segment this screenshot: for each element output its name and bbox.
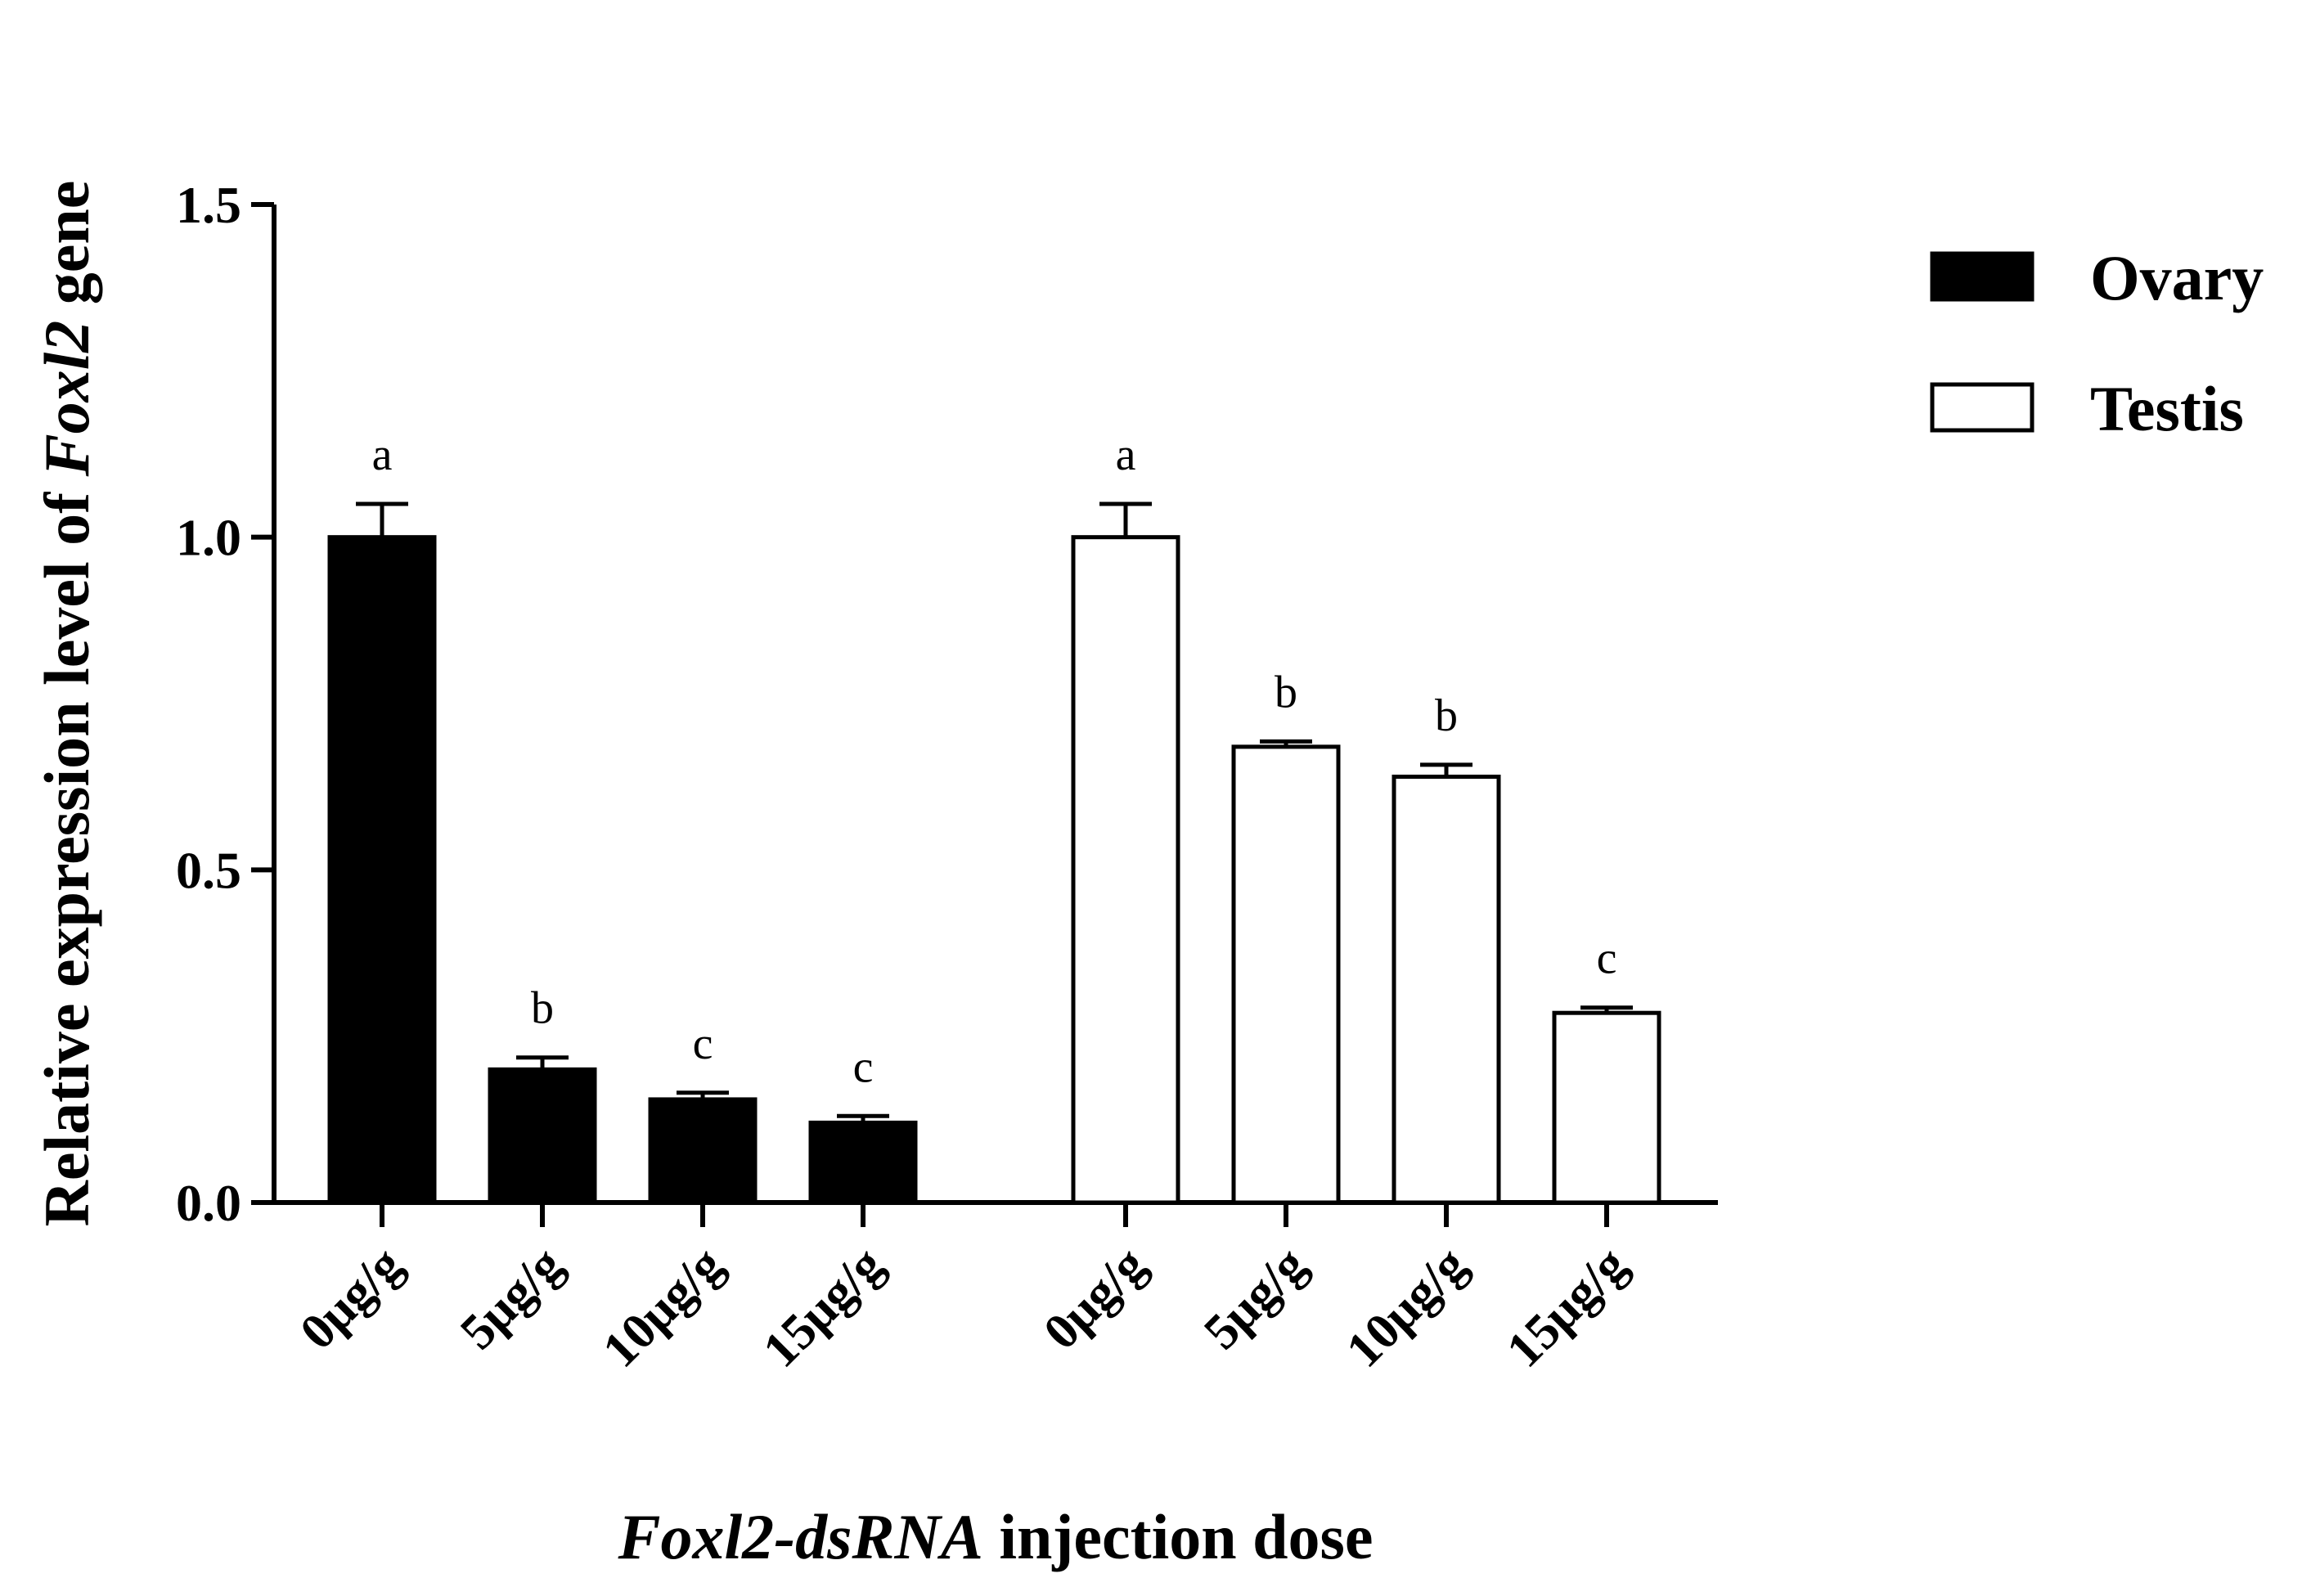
x-tick-label: 5μg/g xyxy=(1194,1237,1317,1360)
significance-label: b xyxy=(531,983,554,1034)
significance-label: b xyxy=(1435,690,1458,741)
legend: Ovary Testis xyxy=(1930,242,2264,444)
significance-label: c xyxy=(853,1041,874,1092)
significance-label: a xyxy=(372,429,393,480)
y-ticks: 0.0 0.5 1.0 1.5 xyxy=(176,176,274,1232)
bar-testis xyxy=(1071,535,1180,1205)
significance-label: a xyxy=(1116,429,1136,480)
y-tick-label: 0.0 xyxy=(176,1174,241,1232)
y-tick-label: 0.5 xyxy=(176,841,241,899)
significance-label: c xyxy=(693,1018,713,1069)
bar-ovary xyxy=(648,1097,758,1205)
x-axis-title: Foxl2-dsRNA injection dose xyxy=(617,1501,1373,1572)
bar-testis xyxy=(1392,774,1501,1205)
y-tick-label: 1.0 xyxy=(176,509,241,567)
bar-ovary xyxy=(327,535,437,1205)
significance-label: b xyxy=(1275,667,1297,717)
x-tick-label: 0μg/g xyxy=(290,1237,413,1360)
x-tick-label: 0μg/g xyxy=(1033,1237,1157,1360)
legend-label-testis: Testis xyxy=(2090,373,2244,444)
x-tick-label: 15μg/g xyxy=(1496,1237,1638,1378)
x-tick-label: 5μg/g xyxy=(450,1237,573,1360)
x-ticks: 0μg/g 5μg/g 10μg/g 15μg/g 0μg/g 5μg/g 10μg/g 15… xyxy=(290,1203,1638,1378)
y-axis-title-suffix: gene xyxy=(31,181,102,321)
bar-testis xyxy=(1552,1010,1661,1205)
bar-ovary xyxy=(488,1067,597,1205)
significance-label: c xyxy=(1597,933,1617,984)
bars: a b c c a b b c xyxy=(327,429,1661,1205)
x-axis-title-plain: injection dose xyxy=(983,1501,1374,1572)
y-axis-title-gene: Foxl2 xyxy=(31,321,102,478)
legend-swatch-ovary xyxy=(1930,251,2034,302)
x-tick-label: 10μg/g xyxy=(1336,1237,1477,1378)
y-axis-title: Relative expression level of Foxl2 gene xyxy=(31,181,102,1227)
x-tick-label: 15μg/g xyxy=(753,1237,894,1378)
x-axis-title-italic: Foxl2-dsRNA xyxy=(617,1501,982,1572)
x-tick-label: 10μg/g xyxy=(592,1237,734,1378)
legend-label-ovary: Ovary xyxy=(2090,242,2264,313)
bar-testis xyxy=(1231,744,1341,1205)
legend-swatch-testis xyxy=(1930,382,2034,433)
y-axis-title-prefix: Relative expression level of xyxy=(31,476,102,1226)
y-tick-label: 1.5 xyxy=(176,176,241,234)
bar-ovary xyxy=(808,1120,918,1205)
